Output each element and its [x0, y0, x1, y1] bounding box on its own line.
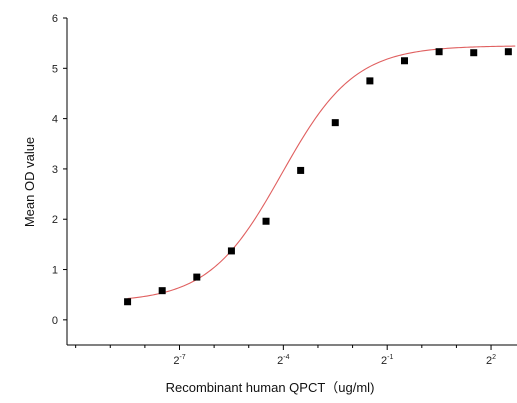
fit-curve — [127, 45, 516, 300]
y-tick-label: 6 — [52, 13, 58, 25]
data-point — [470, 49, 478, 57]
y-tick-label: 0 — [52, 315, 58, 327]
y-tick-label: 5 — [52, 63, 58, 75]
data-point — [331, 119, 339, 127]
x-tick-label: 2-7 — [173, 354, 185, 367]
y-tick-label: 3 — [52, 164, 58, 176]
data-point — [227, 247, 235, 255]
y-ticks: 0 1 2 3 4 5 6 — [52, 13, 67, 327]
x-tick-label: 2-4 — [277, 354, 289, 367]
y-tick-label: 4 — [52, 114, 58, 126]
x-tick-label: 2-1 — [381, 354, 393, 367]
data-point — [158, 287, 166, 295]
x-axis-label: Recombinant human QPCT（ug/ml) — [166, 380, 375, 395]
data-point — [262, 217, 270, 225]
y-tick-label: 1 — [52, 265, 58, 277]
x-tick-label: 22 — [486, 354, 496, 367]
data-point — [193, 273, 201, 281]
data-point — [401, 57, 408, 65]
data-point — [435, 48, 443, 56]
data-point — [366, 77, 374, 85]
x-ticks: 2-7 2-4 2-1 22 — [75, 345, 496, 367]
y-axis-label: Mean OD value — [22, 137, 37, 227]
data-point — [504, 48, 512, 56]
plot-frame — [66, 18, 517, 346]
data-points — [124, 48, 512, 306]
y-tick-label: 2 — [52, 214, 58, 226]
data-point — [297, 166, 305, 174]
data-point — [124, 298, 132, 306]
